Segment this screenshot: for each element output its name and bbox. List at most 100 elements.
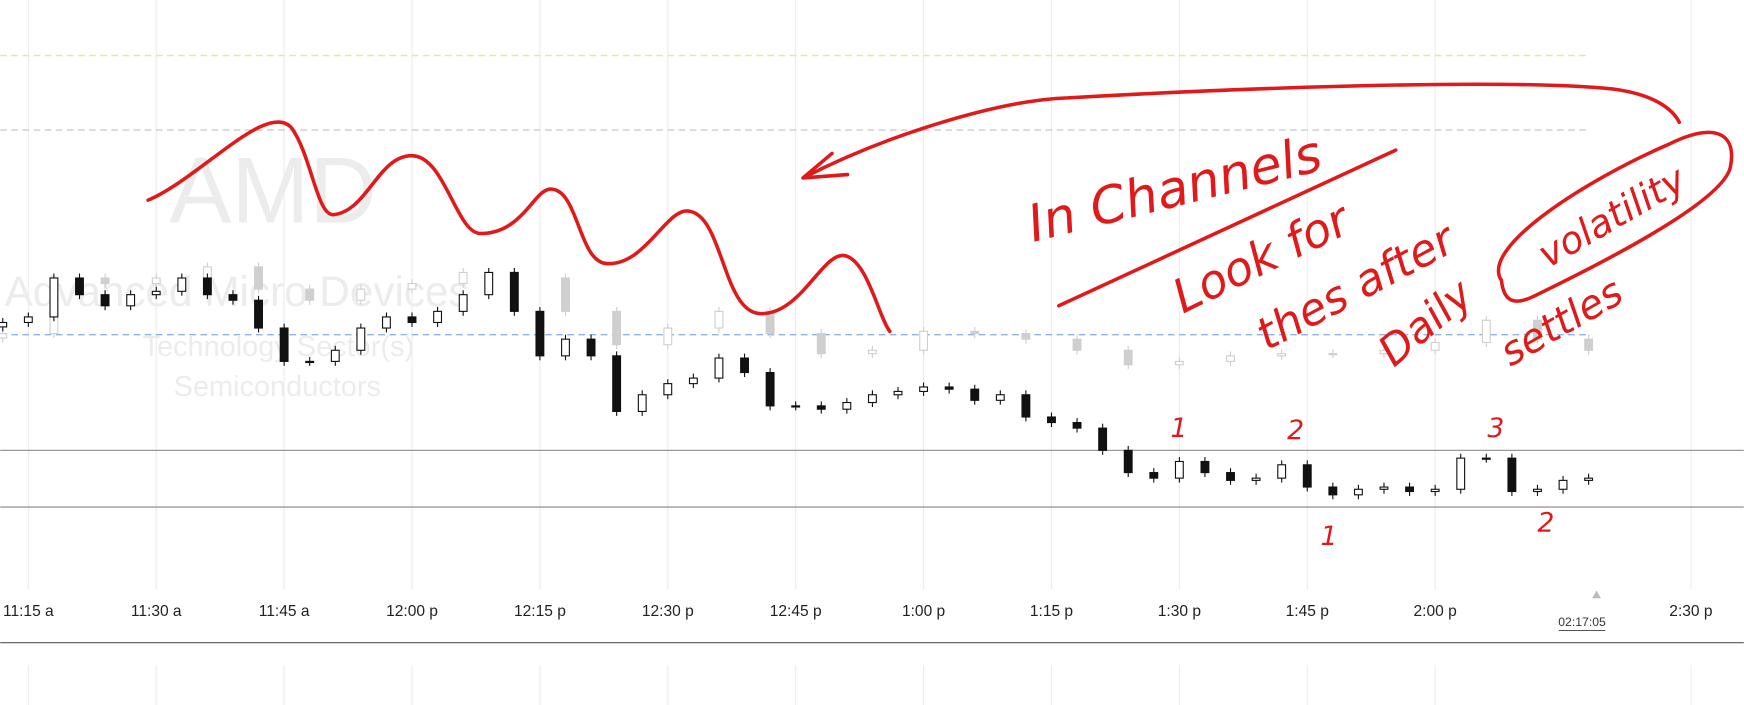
x-tick-label: 12:00 p xyxy=(386,603,438,620)
candle-body xyxy=(458,271,468,285)
candle-body xyxy=(1251,477,1261,481)
x-tick-label: 1:00 p xyxy=(902,603,945,620)
candle-body xyxy=(433,310,443,324)
swing-label: 1 xyxy=(1170,413,1187,444)
candle-body xyxy=(714,310,724,329)
candle-body xyxy=(1481,319,1491,344)
candle-body xyxy=(995,394,1005,401)
watermark-name: Advanced Micro Devices xyxy=(5,268,470,315)
candle-body xyxy=(1174,460,1184,479)
candle-body xyxy=(765,371,775,407)
candle-body xyxy=(1584,338,1594,351)
x-tick-label: 2:30 p xyxy=(1669,603,1712,620)
candle-body xyxy=(1379,349,1389,355)
candle-body xyxy=(484,271,494,296)
candle-body xyxy=(202,277,212,296)
candle-body xyxy=(791,405,801,408)
candle-body xyxy=(1226,472,1235,481)
candle-body xyxy=(970,388,980,401)
candle-body xyxy=(1047,416,1056,424)
candle-body xyxy=(1226,355,1235,362)
candle-body xyxy=(305,360,315,364)
candle-body xyxy=(919,330,929,351)
x-tick-label: 12:15 p xyxy=(514,603,566,620)
candle-body xyxy=(561,338,570,357)
wave-stroke xyxy=(146,120,892,334)
candle-body xyxy=(1149,472,1159,479)
candle-body xyxy=(126,294,136,307)
plot xyxy=(0,262,1594,500)
arrow-stroke xyxy=(801,82,1682,180)
candle-body xyxy=(254,299,263,329)
x-tick-label: 1:45 p xyxy=(1286,603,1329,620)
candle-body xyxy=(1430,341,1440,351)
candle-body xyxy=(1021,333,1031,340)
candle-body xyxy=(714,357,724,379)
candle-body xyxy=(151,277,161,285)
line-stroke xyxy=(1057,148,1398,308)
candle-body xyxy=(1072,421,1082,429)
candle-body xyxy=(919,386,929,392)
candle-body xyxy=(100,294,110,307)
candle-body xyxy=(586,338,596,357)
candle-body xyxy=(75,277,84,296)
candle-body xyxy=(1456,457,1466,490)
candle-body xyxy=(1481,457,1491,460)
candle-body xyxy=(1533,488,1542,493)
swing-label: 1 xyxy=(1321,521,1338,552)
watermark-sector: Technology Sector(s) xyxy=(143,331,415,363)
candle-body xyxy=(816,333,826,355)
x-tick-label: 11:15 a xyxy=(3,603,54,620)
candle-body xyxy=(612,310,622,346)
candle-body xyxy=(305,288,315,301)
candle-body xyxy=(1430,488,1440,493)
candle-body xyxy=(1021,394,1031,418)
candle-body xyxy=(535,310,545,357)
candle-body xyxy=(330,349,340,362)
candle-body xyxy=(1405,486,1415,493)
current-time-label: 02:17:05 xyxy=(1558,615,1606,629)
x-tick-label: 2:00 p xyxy=(1414,603,1457,620)
candle-body xyxy=(1123,349,1133,366)
candle-body xyxy=(23,316,33,324)
candle-body xyxy=(407,283,417,290)
candle-body xyxy=(612,355,622,412)
candle-body xyxy=(356,327,366,351)
candle-body xyxy=(1353,488,1363,496)
candle-body xyxy=(663,327,673,346)
x-tick-label: 1:30 p xyxy=(1158,603,1201,620)
candle-body xyxy=(1328,353,1338,356)
candle-body xyxy=(1277,353,1287,357)
candle-body xyxy=(1379,486,1389,490)
candle-body xyxy=(151,290,161,296)
candle-body xyxy=(1328,486,1338,496)
candle-body xyxy=(970,330,980,335)
candle-body xyxy=(867,394,877,404)
candle-body xyxy=(458,294,468,312)
current-time-marker xyxy=(1592,590,1601,599)
candle-body xyxy=(100,277,110,285)
candle-body xyxy=(228,294,238,301)
candle-body xyxy=(842,401,852,410)
annotation: settles xyxy=(1492,269,1631,376)
candle-body xyxy=(0,333,8,339)
candle-body xyxy=(1277,464,1287,479)
swing-label: 2 xyxy=(1537,508,1554,539)
candle-body xyxy=(1072,338,1082,351)
candle-body xyxy=(1584,477,1594,481)
candle-body xyxy=(688,377,698,385)
candle-body xyxy=(1558,479,1568,490)
x-tick-label: 1:15 p xyxy=(1030,603,1073,620)
x-tick-label: 11:30 a xyxy=(131,603,182,620)
x-tick-label: 12:30 p xyxy=(642,603,694,620)
watermark-industry: Semiconductors xyxy=(174,371,381,403)
watermark-symbol: AMD xyxy=(169,137,377,242)
candle-body xyxy=(1098,427,1108,451)
candle-body xyxy=(561,277,570,312)
candle-body xyxy=(1302,464,1312,488)
candle-body xyxy=(944,386,954,390)
candle-body xyxy=(893,390,903,396)
circle-stroke xyxy=(1496,130,1734,303)
candle-body xyxy=(867,349,877,355)
swing-label: 3 xyxy=(1487,413,1504,444)
